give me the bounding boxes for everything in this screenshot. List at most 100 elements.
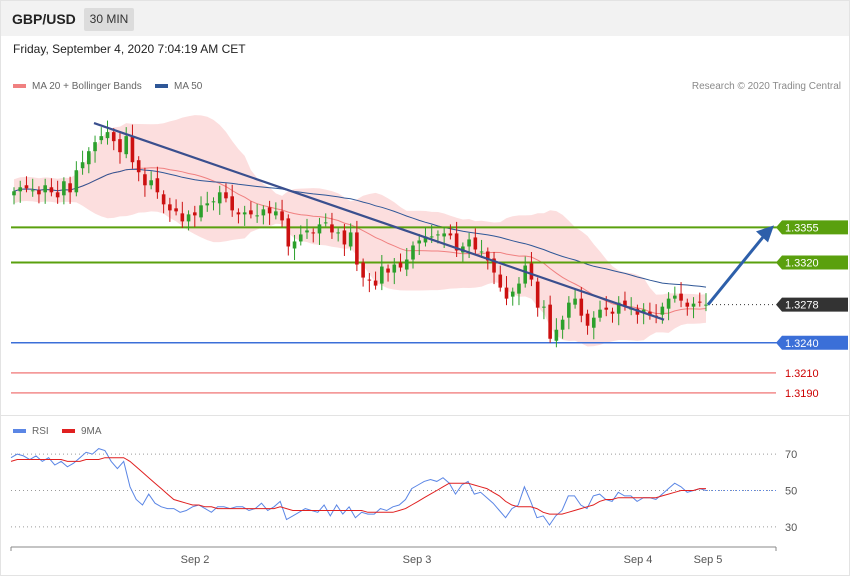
- level-tag-label-1.3240: 1.3240: [785, 338, 819, 350]
- timeframe-badge[interactable]: 30 MIN: [84, 8, 134, 31]
- candle-body: [161, 194, 166, 205]
- candle-body: [585, 313, 590, 326]
- candle-body: [573, 298, 577, 305]
- candle-body: [230, 196, 234, 211]
- candle-body: [660, 306, 665, 315]
- candle-body: [498, 274, 503, 288]
- symbol-title: GBP/USD: [12, 11, 76, 27]
- ma20-legend-label: MA 20 + Bollinger Bands: [32, 81, 142, 92]
- candle-body: [217, 192, 222, 204]
- candle-body: [423, 236, 428, 243]
- ma50-line: [13, 168, 707, 288]
- level-label-1.3190: 1.3190: [785, 388, 819, 400]
- candle-body: [317, 224, 322, 234]
- candle-body: [37, 190, 41, 195]
- candle-body: [685, 302, 690, 307]
- candle-body: [62, 181, 66, 196]
- candle-body: [535, 281, 540, 308]
- ma50-swatch: [155, 84, 168, 89]
- candle-body: [149, 180, 153, 186]
- rsi-ma-line: [10, 457, 706, 515]
- candle-body: [623, 300, 627, 307]
- candle-body: [286, 218, 291, 247]
- x-tick-label: Sep 4: [624, 554, 653, 566]
- candle-body: [398, 262, 403, 268]
- candle-body: [118, 139, 122, 153]
- candle-body: [224, 192, 228, 199]
- candle-body: [124, 136, 129, 155]
- candle-body: [591, 317, 596, 328]
- candle-body: [479, 251, 484, 253]
- candle-body: [180, 213, 185, 222]
- trend-line: [93, 122, 665, 321]
- candle-body: [361, 262, 365, 278]
- candle-body: [355, 232, 359, 265]
- level-label-1.3210: 1.3210: [785, 368, 819, 380]
- panel-divider: [1, 415, 849, 416]
- candle-body: [87, 151, 91, 165]
- candle-body: [342, 230, 347, 245]
- legend-9ma: 9MA: [62, 426, 102, 437]
- candle-body: [80, 162, 85, 169]
- ma9-swatch: [62, 429, 75, 434]
- candle-body: [24, 185, 29, 189]
- candle-body: [249, 210, 253, 215]
- candle-body: [130, 136, 135, 163]
- rsi-tick-70: 70: [785, 449, 797, 461]
- candle-body: [473, 237, 478, 250]
- candle-body: [523, 265, 528, 284]
- candle-body: [467, 239, 471, 247]
- x-tick-label: Sep 5: [694, 554, 723, 566]
- candle-body: [168, 204, 172, 211]
- level-tag-label-1.3320: 1.3320: [785, 258, 819, 270]
- candle-body: [348, 232, 353, 247]
- candle-body: [192, 212, 197, 216]
- candle-body: [392, 264, 397, 273]
- candle-body: [205, 203, 210, 206]
- candle-body: [429, 236, 434, 238]
- candle-body: [236, 212, 241, 215]
- candle-body: [604, 307, 609, 310]
- projection-arrow-head: [756, 225, 774, 243]
- candle-body: [697, 301, 702, 303]
- credit-text: Research © 2020 Trading Central: [691, 81, 841, 92]
- candle-body: [99, 136, 104, 141]
- candle-body: [641, 309, 646, 313]
- candle-body: [386, 268, 390, 273]
- candle-body: [311, 232, 316, 234]
- candle-body: [30, 190, 35, 192]
- candle-body: [598, 309, 602, 318]
- legend-ma20: MA 20 + Bollinger Bands: [13, 81, 142, 92]
- projection-arrow-shaft: [706, 232, 768, 306]
- level-tag-1.3355: [776, 220, 848, 235]
- rsi-line: [10, 448, 707, 526]
- legend-rsi: RSI: [13, 426, 49, 437]
- candle-body: [560, 319, 565, 330]
- candle-body: [666, 298, 671, 309]
- candle-body: [529, 263, 534, 280]
- candle-body: [18, 187, 23, 192]
- level-tag-label-1.3278: 1.3278: [785, 300, 819, 312]
- candle-body: [579, 298, 584, 316]
- candle-body: [55, 192, 60, 198]
- rsi-legend-label: RSI: [32, 426, 49, 437]
- candle-body: [111, 132, 116, 142]
- candle-body: [510, 291, 515, 297]
- bollinger-band: [14, 115, 706, 347]
- candle-body: [330, 224, 334, 233]
- candle-body: [323, 222, 328, 224]
- candle-body: [704, 304, 708, 306]
- ma20-swatch: [13, 84, 26, 89]
- chart-header: GBP/USD 30 MIN: [1, 1, 849, 36]
- candle-body: [486, 251, 490, 261]
- candle-body: [673, 295, 677, 299]
- x-tick-label: Sep 3: [403, 554, 432, 566]
- candle-body: [336, 232, 340, 234]
- candle-body: [517, 283, 521, 294]
- candle-body: [143, 174, 147, 186]
- candle-body: [542, 306, 546, 308]
- candle-body: [93, 142, 97, 152]
- candle-body: [49, 187, 54, 193]
- candle-body: [616, 302, 621, 314]
